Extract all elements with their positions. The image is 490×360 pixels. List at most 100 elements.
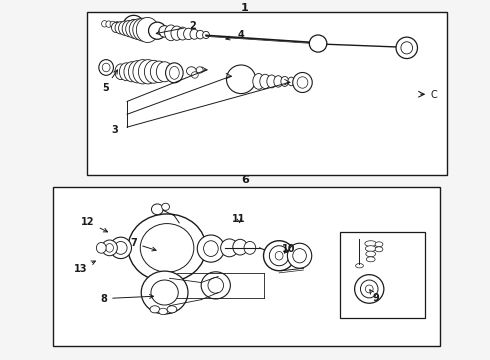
Ellipse shape [110,237,131,258]
Ellipse shape [196,30,204,39]
Ellipse shape [127,19,140,32]
Ellipse shape [115,242,127,254]
Ellipse shape [151,280,178,305]
Text: 3: 3 [112,125,118,135]
Ellipse shape [202,31,209,39]
Ellipse shape [260,74,270,89]
Ellipse shape [159,26,171,37]
Text: 4: 4 [226,30,245,40]
Ellipse shape [184,28,194,40]
Text: 8: 8 [100,294,153,303]
Ellipse shape [159,308,168,315]
Ellipse shape [151,204,163,215]
Ellipse shape [233,73,243,83]
Ellipse shape [141,271,188,314]
Ellipse shape [119,21,131,35]
Text: 11: 11 [232,214,246,224]
Ellipse shape [293,249,306,263]
Text: 9: 9 [370,290,379,303]
Ellipse shape [220,239,238,257]
Ellipse shape [123,15,145,37]
Ellipse shape [114,22,120,28]
Ellipse shape [239,74,249,84]
Ellipse shape [396,37,417,59]
Ellipse shape [102,63,110,72]
Ellipse shape [264,241,294,271]
Ellipse shape [231,74,241,84]
Ellipse shape [366,285,373,293]
Ellipse shape [281,76,289,86]
Text: 5: 5 [102,70,118,93]
Ellipse shape [133,60,152,84]
Ellipse shape [309,35,327,52]
Text: 13: 13 [74,261,96,274]
Ellipse shape [367,257,375,262]
Text: 7: 7 [130,238,156,251]
Ellipse shape [270,246,289,266]
Ellipse shape [192,72,198,78]
Ellipse shape [148,22,166,39]
Ellipse shape [122,20,137,37]
Ellipse shape [297,77,308,88]
Ellipse shape [253,73,265,89]
Ellipse shape [366,251,375,257]
Ellipse shape [97,243,106,253]
Ellipse shape [361,280,378,298]
Ellipse shape [162,203,170,210]
Ellipse shape [244,242,256,254]
Ellipse shape [365,241,376,247]
Ellipse shape [115,22,126,34]
Ellipse shape [129,19,148,40]
Ellipse shape [120,63,133,81]
Ellipse shape [275,251,283,260]
Ellipse shape [366,246,376,251]
Ellipse shape [208,278,223,293]
Ellipse shape [288,77,294,86]
Ellipse shape [237,73,247,83]
Ellipse shape [102,240,117,256]
Ellipse shape [196,67,203,73]
Ellipse shape [401,42,413,54]
Ellipse shape [355,275,384,303]
Ellipse shape [115,64,126,80]
Ellipse shape [124,62,140,82]
Bar [340,232,425,318]
Ellipse shape [156,62,173,82]
Ellipse shape [233,239,247,255]
Text: 10: 10 [282,244,295,253]
Ellipse shape [145,60,163,83]
Text: 12: 12 [81,217,108,232]
Ellipse shape [140,224,194,272]
Ellipse shape [128,214,206,282]
Text: 2: 2 [156,21,196,35]
Bar [87,12,447,175]
Ellipse shape [99,60,114,75]
Ellipse shape [177,27,188,40]
Ellipse shape [187,67,196,75]
Text: C: C [431,90,438,100]
Ellipse shape [119,22,124,28]
Ellipse shape [106,244,114,252]
Ellipse shape [233,76,243,86]
Ellipse shape [197,235,224,262]
Ellipse shape [274,76,283,87]
Ellipse shape [150,61,168,82]
Ellipse shape [166,63,183,83]
Ellipse shape [128,61,146,83]
Ellipse shape [150,306,160,313]
Ellipse shape [375,247,383,252]
Ellipse shape [226,65,256,94]
Ellipse shape [133,18,153,41]
Ellipse shape [267,75,276,88]
Ellipse shape [165,25,177,41]
Ellipse shape [167,306,177,313]
Ellipse shape [112,22,120,32]
Ellipse shape [138,60,158,84]
Ellipse shape [293,72,312,93]
Ellipse shape [106,21,112,27]
Ellipse shape [101,21,107,27]
Text: 1: 1 [241,3,249,13]
Ellipse shape [288,243,312,268]
Ellipse shape [126,19,142,38]
Ellipse shape [170,66,179,79]
